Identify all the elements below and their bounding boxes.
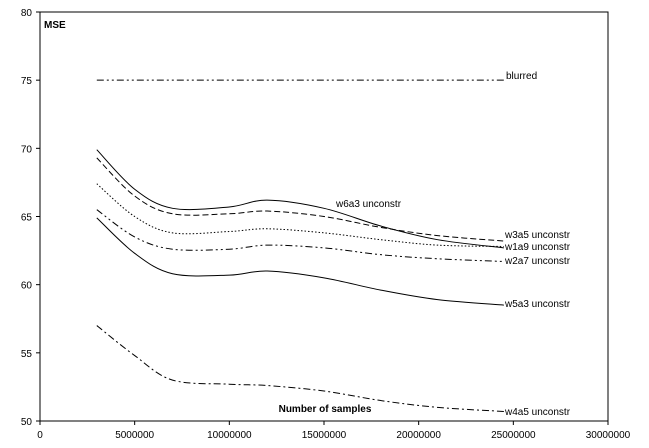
y-axis-title: MSE — [44, 20, 66, 31]
x-tick-label: 30000000 — [586, 430, 631, 441]
series-line-w6a3 — [96, 149, 504, 249]
y-axis-ticks: 50 55 60 65 70 75 80 — [21, 8, 40, 428]
y-tick-label: 75 — [21, 76, 33, 87]
series-label: w3a5 unconstr — [504, 230, 571, 241]
x-tick-label: 0 — [37, 430, 43, 441]
series-line-w4a5 — [96, 325, 504, 412]
y-tick-label: 60 — [21, 281, 33, 292]
x-tick-label: 25000000 — [491, 430, 536, 441]
series-label: blurred — [506, 71, 537, 82]
series-line-w2a7 — [96, 209, 504, 262]
series-line-w1a9 — [96, 183, 504, 247]
x-tick-label: 20000000 — [396, 430, 441, 441]
series-lines — [96, 79, 504, 412]
y-tick-label: 50 — [21, 417, 33, 428]
series-line-w5a3 — [96, 217, 504, 306]
series-label: w2a7 unconstr — [504, 256, 571, 267]
series-label: w5a3 unconstr — [504, 299, 571, 310]
y-tick-label: 65 — [21, 213, 33, 224]
y-tick-label: 80 — [21, 8, 33, 19]
series-label: w6a3 unconstr — [335, 199, 402, 210]
x-tick-label: 5000000 — [115, 430, 154, 441]
x-axis-ticks: 0 5000000 10000000 15000000 20000000 25000000… — [37, 421, 631, 441]
y-tick-label: 55 — [21, 349, 33, 360]
x-tick-label: 10000000 — [207, 430, 252, 441]
series-label: w4a5 unconstr — [504, 407, 571, 418]
x-tick-label: 15000000 — [302, 430, 347, 441]
x-axis-title: Number of samples — [279, 404, 372, 415]
series-line-w3a5 — [96, 157, 504, 242]
y-tick-label: 70 — [21, 144, 33, 155]
series-label: w1a9 unconstr — [504, 242, 571, 253]
